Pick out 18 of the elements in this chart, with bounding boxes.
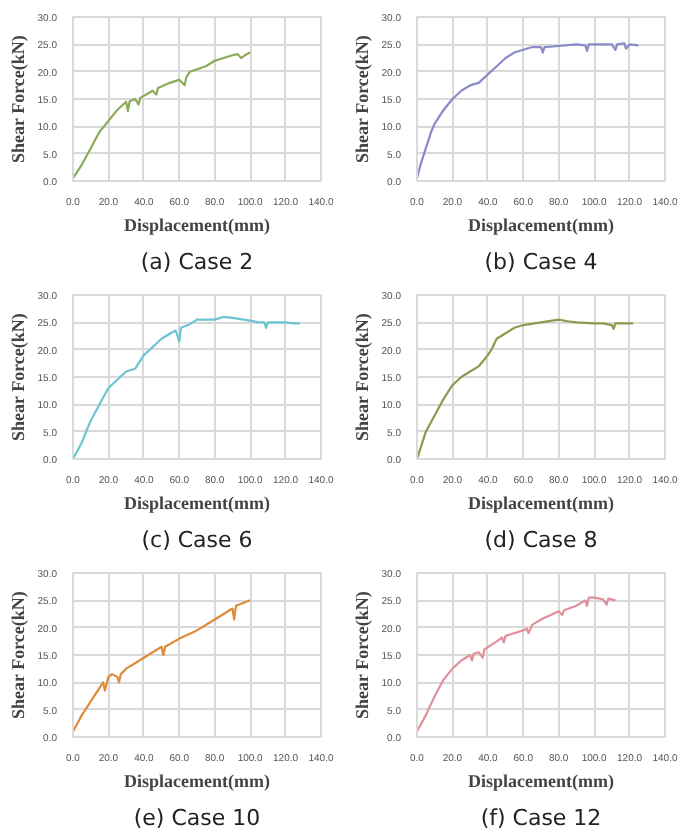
- x-axis-title: Displacement(mm): [468, 493, 614, 513]
- y-axis-title: Shear Force(kN): [7, 313, 28, 442]
- text: (c) Case 6: [141, 527, 253, 553]
- text: (d) Case 8: [484, 527, 598, 553]
- text: (b) Case 4: [484, 249, 598, 275]
- x-axis-title: Displacement(mm): [124, 493, 270, 513]
- x-axis-title: Displacement(mm): [124, 215, 270, 235]
- x-axis-title: Displacement(mm): [124, 771, 270, 791]
- y-axis-title: Shear Force(kN): [351, 35, 372, 164]
- x-axis-title: Displacement(mm): [468, 215, 614, 235]
- y-axis-title: Shear Force(kN): [351, 313, 372, 442]
- text: (f) Case 12: [480, 805, 602, 831]
- text: (e) Case 10: [133, 805, 261, 831]
- x-axis-title: Displacement(mm): [468, 771, 614, 791]
- y-axis-title: Shear Force(kN): [7, 35, 28, 164]
- text: (a) Case 2: [140, 249, 254, 275]
- y-axis-title: Shear Force(kN): [351, 591, 372, 720]
- y-axis-title: Shear Force(kN): [7, 591, 28, 720]
